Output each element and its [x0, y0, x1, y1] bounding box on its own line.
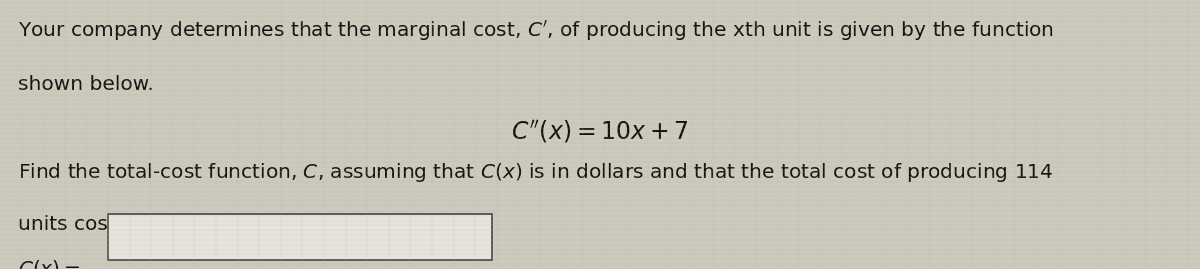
- FancyBboxPatch shape: [108, 214, 492, 260]
- Text: $C''(x) = 10x + 7$: $C''(x) = 10x + 7$: [511, 118, 689, 145]
- Text: units cost $68,488.: units cost $68,488.: [18, 215, 212, 234]
- Text: shown below.: shown below.: [18, 75, 154, 94]
- Text: $C(x) = $: $C(x) = $: [18, 258, 80, 269]
- Text: Find the total-cost function, $C$, assuming that $C(x)$ is in dollars and that t: Find the total-cost function, $C$, assum…: [18, 161, 1054, 185]
- Text: Your company determines that the marginal cost, $C'$, of producing the xth unit : Your company determines that the margina…: [18, 19, 1054, 43]
